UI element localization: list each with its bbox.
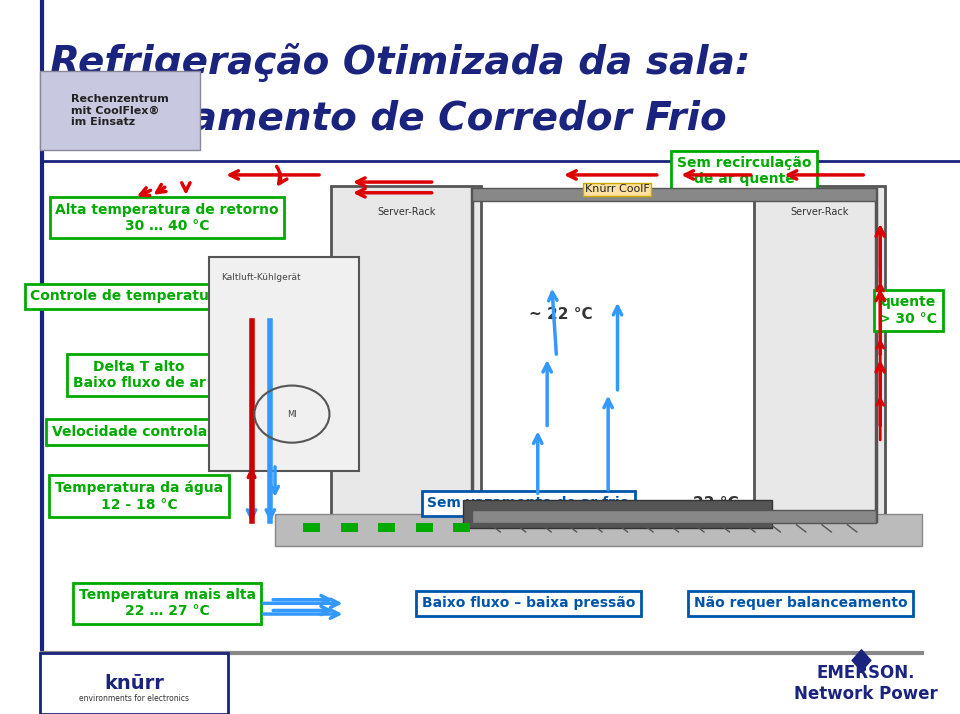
Text: quente
> 30 °C: quente > 30 °C: [879, 296, 937, 326]
FancyBboxPatch shape: [463, 500, 773, 528]
Bar: [453, 523, 470, 532]
Text: Knürr CoolF: Knürr CoolF: [585, 184, 649, 194]
FancyBboxPatch shape: [331, 186, 482, 528]
Text: Velocidade controlada: Velocidade controlada: [52, 425, 227, 439]
Text: Server-Rack: Server-Rack: [790, 207, 849, 217]
Polygon shape: [852, 650, 871, 671]
Bar: [341, 523, 357, 532]
Text: MI: MI: [287, 410, 297, 418]
Bar: [416, 523, 433, 532]
Text: environments for electronics: environments for electronics: [80, 694, 189, 703]
FancyBboxPatch shape: [275, 514, 923, 546]
Text: Kaltluft-Kühlgerät: Kaltluft-Kühlgerät: [221, 273, 300, 283]
FancyBboxPatch shape: [40, 653, 228, 714]
Bar: [378, 523, 396, 532]
Text: Não requer balanceamento: Não requer balanceamento: [694, 596, 907, 610]
Text: Confinamento de Corredor Frio: Confinamento de Corredor Frio: [50, 100, 727, 138]
Bar: [472, 510, 876, 523]
Text: Temperatura da água
12 - 18 °C: Temperatura da água 12 - 18 °C: [55, 481, 223, 511]
FancyBboxPatch shape: [209, 257, 359, 471]
Bar: [472, 188, 876, 201]
Text: Controle de temperatura ambiente: Controle de temperatura ambiente: [30, 289, 304, 303]
Text: ~ 22 °C: ~ 22 °C: [675, 496, 738, 511]
Text: Alta temperatura de retorno
30 … 40 °C: Alta temperatura de retorno 30 … 40 °C: [56, 203, 279, 233]
FancyBboxPatch shape: [754, 186, 885, 528]
FancyBboxPatch shape: [40, 71, 200, 150]
Text: Temperatura mais alta
22 … 27 °C: Temperatura mais alta 22 … 27 °C: [79, 588, 255, 618]
Text: ~ 22 °C: ~ 22 °C: [529, 306, 593, 322]
Text: Server-Rack: Server-Rack: [377, 207, 436, 217]
Text: Refrigeração Otimizada da sala:: Refrigeração Otimizada da sala:: [50, 43, 750, 82]
Text: knūrr: knūrr: [105, 674, 164, 693]
Text: Rechenzentrum
mit CoolFlex®
im Einsatz: Rechenzentrum mit CoolFlex® im Einsatz: [71, 94, 169, 127]
Text: EMERSON.
Network Power: EMERSON. Network Power: [794, 664, 938, 703]
Text: Delta T alto
Baixo fluxo de ar: Delta T alto Baixo fluxo de ar: [73, 360, 205, 390]
Text: Sem recirculação
de ar quente: Sem recirculação de ar quente: [677, 156, 811, 186]
Text: Baixo fluxo – baixa pressão: Baixo fluxo – baixa pressão: [421, 596, 636, 610]
Text: Sem vazamento de ar frio: Sem vazamento de ar frio: [427, 496, 630, 511]
Bar: [303, 523, 320, 532]
